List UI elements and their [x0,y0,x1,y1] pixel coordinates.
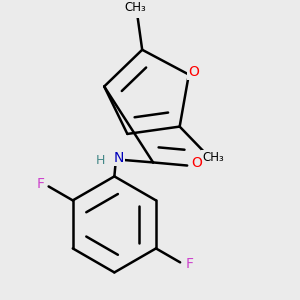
Text: O: O [191,156,202,170]
Text: CH₃: CH₃ [202,151,224,164]
Text: N: N [114,151,124,165]
Text: CH₃: CH₃ [124,1,146,14]
Text: F: F [185,257,194,271]
Text: H: H [96,154,105,167]
Text: F: F [37,177,45,191]
Text: O: O [188,65,199,79]
